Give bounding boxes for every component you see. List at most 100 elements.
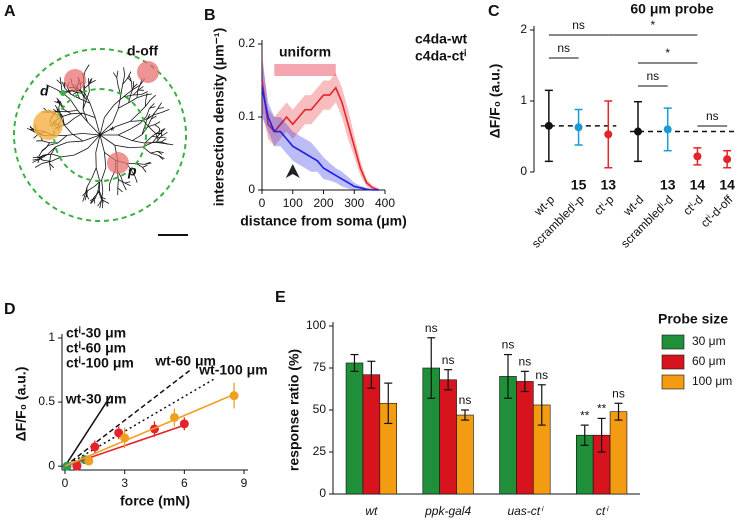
dendrite	[136, 163, 143, 168]
dendrite	[157, 151, 163, 155]
soma-marker: *	[110, 124, 115, 138]
significance-label: ns	[706, 109, 719, 123]
x-tick-label: 300	[344, 196, 364, 210]
dendrite	[151, 131, 160, 137]
dendrite	[100, 196, 106, 200]
dendrite	[128, 97, 138, 104]
dendrite	[116, 77, 119, 86]
point	[120, 433, 130, 443]
dendrite	[144, 93, 152, 96]
dendrite	[138, 86, 144, 91]
dendrite	[34, 163, 43, 168]
dendrite	[152, 108, 159, 116]
dendrite	[55, 141, 68, 148]
dendrite	[123, 94, 134, 98]
dendrite	[86, 194, 90, 200]
dendrite	[59, 77, 62, 85]
bar	[362, 374, 381, 495]
dendrite	[150, 150, 158, 154]
dendrite	[142, 164, 148, 168]
dendrite	[157, 102, 162, 109]
dendrite	[63, 108, 72, 115]
dendrite	[123, 67, 126, 76]
dendrite	[154, 124, 160, 129]
significance-label: **	[580, 408, 590, 422]
y-tick-label: 50	[313, 402, 327, 416]
dendrite	[152, 134, 160, 143]
y-tick-label: 1	[520, 93, 527, 107]
significance-label: *	[651, 18, 656, 32]
dendrite	[147, 119, 152, 127]
dendrite	[160, 138, 167, 143]
arrowhead	[285, 164, 300, 178]
dendrite	[86, 186, 88, 195]
point	[114, 428, 124, 438]
legend-swatch	[661, 354, 685, 370]
dendrite	[151, 135, 160, 138]
dendrite	[112, 107, 119, 123]
dendrite	[90, 197, 96, 204]
dendrite	[117, 128, 131, 136]
dendrite	[99, 122, 114, 136]
dendrite	[41, 147, 47, 151]
dendrite	[146, 108, 150, 117]
dendrite	[84, 64, 90, 72]
dendrite	[104, 152, 107, 168]
dendrite	[144, 161, 151, 165]
dendrite	[64, 88, 72, 95]
dendrite	[129, 146, 143, 149]
legend-entry: c4da-wt	[415, 31, 467, 47]
dendrite	[130, 87, 134, 95]
y-tick-label: 1	[48, 330, 55, 344]
dendrite	[142, 120, 151, 129]
dendrite	[73, 112, 83, 119]
dendrite	[49, 155, 51, 164]
dendrite	[39, 153, 48, 158]
mean-dot	[663, 125, 672, 134]
legend-entry: 100 μm	[692, 374, 732, 388]
x-tick-label: 0	[259, 196, 266, 210]
dendrite	[131, 81, 133, 91]
dendrite	[142, 167, 147, 173]
dendrite	[112, 72, 118, 78]
dendrite	[127, 71, 132, 79]
dendrite	[95, 167, 100, 181]
legend-entry: 60 μm	[692, 354, 726, 368]
dendrite	[94, 179, 102, 187]
panel-label: B	[204, 7, 216, 24]
bar	[439, 379, 457, 495]
dendrite	[47, 146, 56, 155]
dendrite	[97, 200, 102, 207]
n-label: 15	[571, 177, 587, 193]
point	[229, 391, 239, 401]
dendrite	[117, 134, 133, 142]
significance-label: ns	[459, 393, 472, 407]
x-tick-label: uas-ctⁱ	[507, 504, 544, 518]
dendrite	[116, 70, 119, 78]
error-band	[262, 51, 379, 190]
bar	[456, 414, 474, 495]
y-tick-label: 0	[520, 164, 527, 178]
dendrite	[42, 140, 50, 144]
dendrite	[123, 184, 127, 191]
dendrite	[57, 135, 68, 144]
n-label: 14	[690, 177, 706, 193]
dendrite	[158, 155, 164, 160]
dendrite	[99, 134, 105, 153]
dendrite	[95, 189, 99, 198]
n-label: 13	[600, 177, 616, 193]
y-tick-label: 0.2	[238, 36, 255, 50]
dendrite	[150, 115, 157, 120]
dendrite	[133, 83, 138, 88]
dendrite	[86, 91, 90, 100]
significance-label: ns	[647, 69, 660, 83]
dendrite	[143, 114, 154, 121]
dendrite	[66, 132, 83, 136]
y-tick-label: 0	[319, 486, 326, 500]
mean-dot	[634, 127, 642, 136]
dendrite	[73, 147, 89, 156]
dendrite	[150, 94, 156, 101]
dendrite	[113, 96, 124, 106]
dendrite	[88, 84, 90, 92]
